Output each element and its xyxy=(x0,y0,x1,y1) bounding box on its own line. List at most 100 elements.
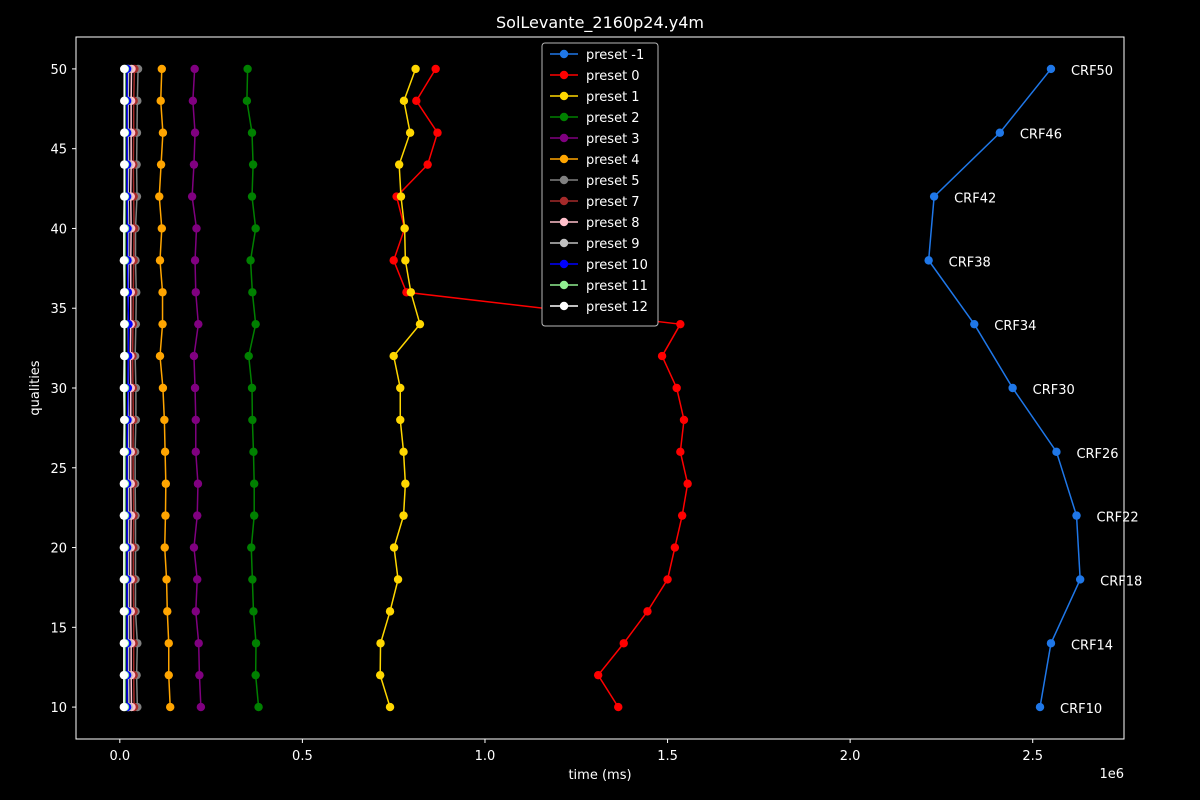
legend-label: preset 10 xyxy=(586,258,648,273)
data-point xyxy=(676,447,685,457)
data-point xyxy=(679,415,689,425)
data-point xyxy=(1046,64,1056,74)
data-point xyxy=(161,511,170,520)
y-tick-label: 20 xyxy=(50,542,67,557)
plot-area xyxy=(119,64,1085,712)
crf-label: CRF34 xyxy=(994,319,1036,334)
legend-marker xyxy=(559,238,569,248)
legend-item[interactable]: preset 2 xyxy=(550,111,640,126)
y-tick-label: 25 xyxy=(50,462,67,477)
data-point xyxy=(193,511,202,520)
data-point xyxy=(120,319,129,329)
legend-item[interactable]: preset 12 xyxy=(550,300,648,315)
y-tick-label: 40 xyxy=(50,222,67,237)
y-axis-label: qualities xyxy=(28,360,43,415)
data-point xyxy=(119,639,129,648)
legend-marker xyxy=(559,175,569,185)
y-tick-label: 15 xyxy=(50,621,67,636)
legend-marker xyxy=(559,154,569,164)
y-tick-label: 50 xyxy=(50,63,67,78)
data-point xyxy=(401,479,410,488)
legend-item[interactable]: preset 5 xyxy=(550,174,640,189)
legend-label: preset -1 xyxy=(586,48,644,63)
data-point xyxy=(247,192,257,201)
crf-label: CRF10 xyxy=(1060,702,1102,717)
data-point xyxy=(396,192,406,201)
data-point xyxy=(251,670,260,680)
data-point xyxy=(593,670,603,680)
data-point xyxy=(158,128,168,137)
data-point xyxy=(120,64,129,74)
data-point xyxy=(189,351,199,361)
data-point xyxy=(193,575,202,584)
data-point xyxy=(193,479,203,488)
legend-item[interactable]: preset -1 xyxy=(550,48,644,63)
data-point xyxy=(195,670,204,680)
legend-label: preset 11 xyxy=(586,279,648,294)
data-point xyxy=(251,224,260,233)
legend-marker xyxy=(559,217,569,227)
data-point xyxy=(190,383,200,393)
data-point xyxy=(191,447,200,457)
data-point xyxy=(406,288,416,297)
data-point xyxy=(190,64,199,74)
data-point xyxy=(119,383,129,393)
series-preset-0 xyxy=(389,64,692,712)
data-point xyxy=(120,96,129,106)
legend-marker xyxy=(559,301,569,311)
legend-item[interactable]: preset 3 xyxy=(550,132,640,147)
data-point xyxy=(1075,575,1085,584)
legend-item[interactable]: preset 8 xyxy=(550,216,640,231)
legend-item[interactable]: preset 10 xyxy=(550,258,648,273)
legend-label: preset 1 xyxy=(586,90,640,105)
data-point xyxy=(120,288,129,297)
legend-item[interactable]: preset 4 xyxy=(550,153,640,168)
data-point xyxy=(389,351,398,361)
data-point xyxy=(683,479,692,488)
data-point xyxy=(155,256,165,265)
data-point xyxy=(393,575,403,584)
legend[interactable]: preset -1 preset 0 preset 1 preset 2 preset … xyxy=(541,42,659,327)
legend-item[interactable]: preset 1 xyxy=(550,90,640,105)
data-point xyxy=(1052,447,1061,457)
data-point xyxy=(244,351,253,361)
data-point xyxy=(191,415,200,425)
data-point xyxy=(119,479,129,488)
legend-item[interactable]: preset 11 xyxy=(550,279,648,294)
data-point xyxy=(156,96,165,106)
data-point xyxy=(158,383,168,393)
legend-label: preset 7 xyxy=(586,195,640,210)
x-tick-label: 0.0 xyxy=(109,749,130,764)
data-point xyxy=(120,128,129,137)
data-point xyxy=(243,64,252,74)
data-point xyxy=(399,447,408,457)
data-point xyxy=(192,224,201,233)
data-point xyxy=(399,511,408,520)
data-point xyxy=(394,160,404,169)
crf-label: CRF18 xyxy=(1100,574,1142,589)
data-point xyxy=(670,543,680,552)
legend-marker xyxy=(559,112,569,122)
legend-item[interactable]: preset 0 xyxy=(550,69,640,84)
data-point xyxy=(194,319,203,329)
series-preset-12 xyxy=(119,64,129,712)
legend-item[interactable]: preset 9 xyxy=(550,237,640,252)
data-point xyxy=(385,607,395,616)
legend-item[interactable]: preset 7 xyxy=(550,195,640,210)
data-point xyxy=(160,447,170,457)
data-point xyxy=(423,160,432,169)
data-point xyxy=(247,128,257,137)
legend-label: preset 0 xyxy=(586,69,640,84)
legend-marker xyxy=(559,49,569,59)
legend-label: preset 2 xyxy=(586,111,640,126)
data-point xyxy=(385,702,395,712)
data-point xyxy=(190,256,200,265)
data-point xyxy=(166,702,175,712)
data-point xyxy=(389,256,398,265)
legend-label: preset 12 xyxy=(586,300,648,315)
data-point xyxy=(249,479,259,488)
crf-label: CRF14 xyxy=(1071,638,1113,653)
data-point xyxy=(396,415,405,425)
